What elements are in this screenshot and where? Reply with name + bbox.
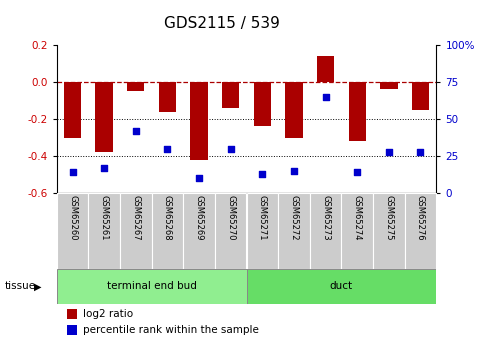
Bar (152, 193, 183, 269)
Point (417, 149, 424, 155)
Bar (412, 82, 429, 110)
Text: terminal end bud: terminal end bud (106, 282, 197, 291)
Bar (246, 193, 278, 269)
Bar (405, 193, 436, 269)
Text: GSM65270: GSM65270 (226, 196, 235, 241)
Text: GDS2115 / 539: GDS2115 / 539 (164, 16, 280, 30)
Bar (88, 193, 120, 269)
Point (258, 171, 266, 177)
Point (385, 149, 393, 155)
Text: GSM65260: GSM65260 (68, 196, 77, 241)
Bar (190, 82, 208, 160)
Text: GSM65276: GSM65276 (416, 196, 425, 241)
Bar (159, 82, 176, 112)
Bar (57, 193, 88, 269)
Text: GSM65272: GSM65272 (289, 196, 298, 241)
Text: GSM65267: GSM65267 (131, 196, 141, 241)
Text: percentile rank within the sample: percentile rank within the sample (83, 325, 259, 335)
Text: GSM65275: GSM65275 (385, 196, 393, 241)
Text: log2 ratio: log2 ratio (83, 309, 134, 319)
Bar (57, 269, 246, 304)
Point (195, 176, 203, 181)
Text: GSM65261: GSM65261 (100, 196, 108, 241)
Bar (127, 82, 144, 91)
Text: GSM65273: GSM65273 (321, 196, 330, 241)
Point (353, 170, 361, 175)
Point (164, 146, 172, 151)
Text: GSM65269: GSM65269 (195, 196, 204, 241)
Text: duct: duct (330, 282, 353, 291)
Bar (278, 193, 310, 269)
Bar (222, 82, 240, 108)
Point (290, 168, 298, 174)
Bar (373, 193, 405, 269)
Bar (64, 82, 81, 138)
Bar (380, 82, 397, 89)
Bar (253, 82, 271, 126)
Text: GSM65274: GSM65274 (352, 196, 362, 241)
Text: tissue: tissue (5, 282, 36, 291)
Bar (310, 193, 341, 269)
Bar (183, 193, 215, 269)
Bar (317, 56, 334, 82)
Bar (246, 269, 436, 304)
Bar (120, 193, 152, 269)
Text: ▶: ▶ (34, 282, 41, 291)
Bar (96, 82, 113, 152)
Bar (285, 82, 303, 138)
Point (321, 94, 329, 99)
Point (69, 170, 76, 175)
Point (227, 146, 235, 151)
Text: GSM65271: GSM65271 (258, 196, 267, 241)
Bar (215, 193, 246, 269)
Point (100, 165, 108, 171)
Bar (349, 82, 366, 141)
Point (132, 128, 140, 134)
Bar (341, 193, 373, 269)
Text: GSM65268: GSM65268 (163, 196, 172, 241)
